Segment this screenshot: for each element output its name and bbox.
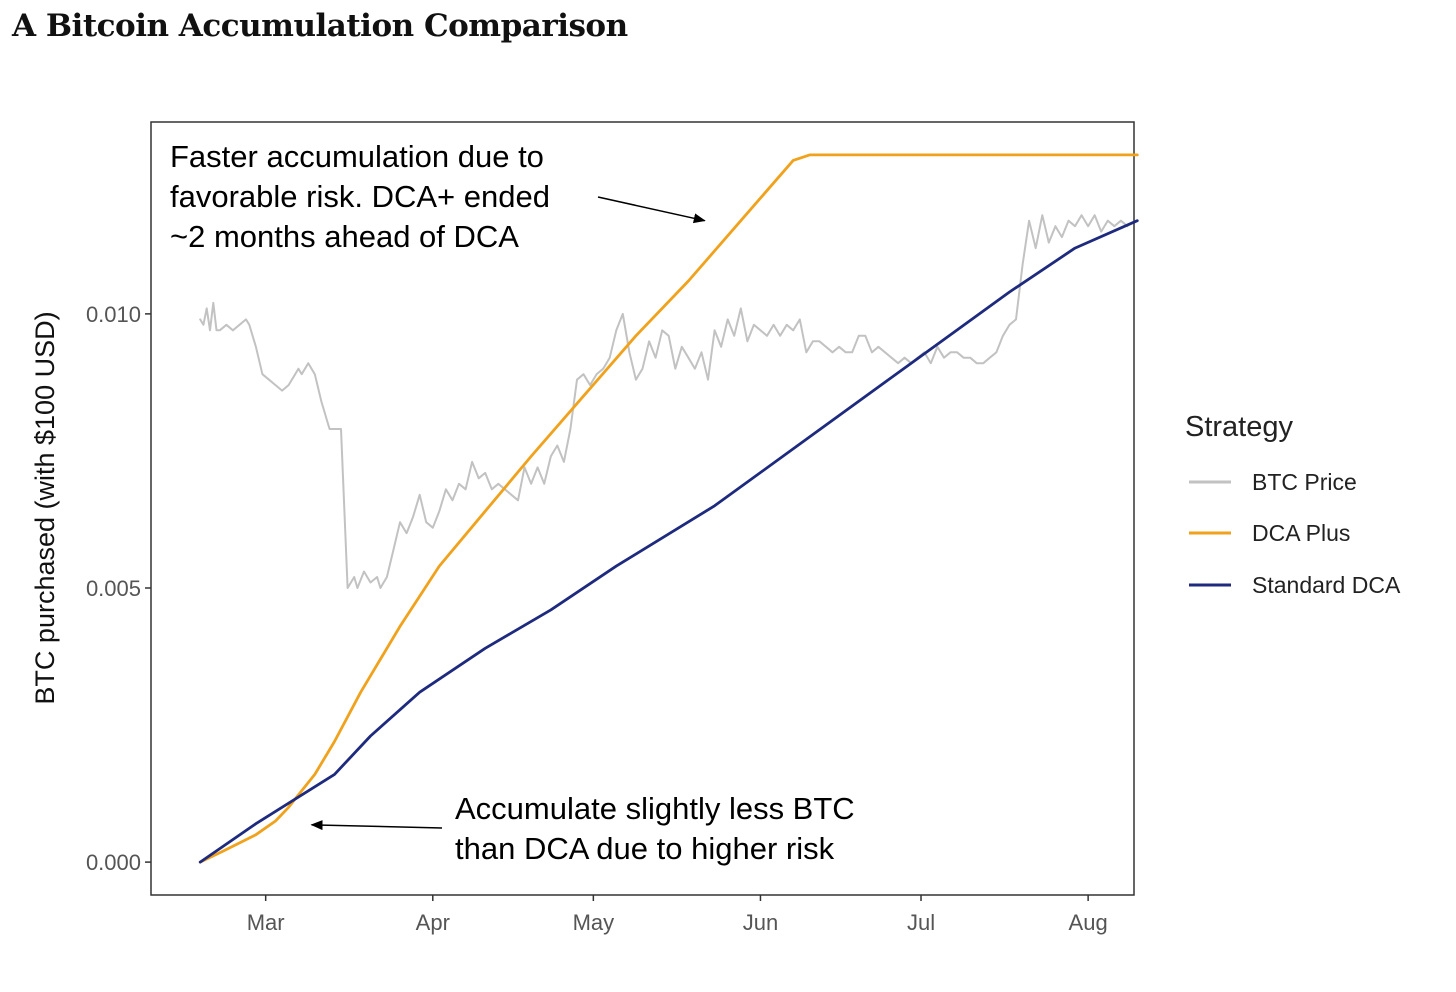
y-tick-label: 0.010 bbox=[86, 302, 141, 327]
plot-panel bbox=[150, 121, 1135, 896]
series-line-btc-price bbox=[199, 214, 1129, 589]
annotation-top: Faster accumulation due to favorable ris… bbox=[170, 139, 550, 254]
annotation-top-line-3: ~2 months ahead of DCA bbox=[170, 219, 519, 254]
page-title: A Bitcoin Accumulation Comparison bbox=[12, 8, 628, 44]
x-tick-label: Apr bbox=[416, 910, 450, 935]
legend-label-standard-dca: Standard DCA bbox=[1252, 572, 1401, 598]
y-tick-label: 0.005 bbox=[86, 576, 141, 601]
x-tick-label: Aug bbox=[1069, 910, 1108, 935]
annotation-top-line-1: Faster accumulation due to bbox=[170, 139, 544, 174]
series-line-standard-dca bbox=[198, 219, 1139, 864]
annotation-bottom: Accumulate slightly less BTC than DCA du… bbox=[455, 791, 855, 866]
annotation-top-arrow bbox=[597, 196, 706, 224]
x-tick-label: Jul bbox=[907, 910, 935, 935]
annotation-bottom-arrow bbox=[310, 820, 443, 831]
legend: Strategy BTC Price DCA Plus Standard DCA bbox=[1185, 411, 1401, 598]
series-line-dca-plus bbox=[198, 153, 1139, 864]
series-layer bbox=[198, 153, 1139, 864]
legend-label-btc-price: BTC Price bbox=[1252, 469, 1357, 495]
y-axis-title: BTC purchased (with $100 USD) bbox=[30, 311, 60, 704]
x-axis: Mar Apr May Jun Jul Aug bbox=[247, 895, 1108, 935]
x-tick-label: May bbox=[573, 910, 615, 935]
legend-label-dca-plus: DCA Plus bbox=[1252, 520, 1350, 546]
annotation-bottom-line-1: Accumulate slightly less BTC bbox=[455, 791, 855, 826]
x-tick-label: Jun bbox=[743, 910, 778, 935]
annotation-top-line-2: favorable risk. DCA+ ended bbox=[170, 179, 550, 214]
annotation-bottom-line-2: than DCA due to higher risk bbox=[455, 831, 835, 866]
y-tick-label: 0.000 bbox=[86, 850, 141, 875]
x-tick-label: Mar bbox=[247, 910, 285, 935]
legend-title: Strategy bbox=[1185, 411, 1293, 443]
y-axis: 0.000 0.005 0.010 bbox=[86, 302, 151, 875]
